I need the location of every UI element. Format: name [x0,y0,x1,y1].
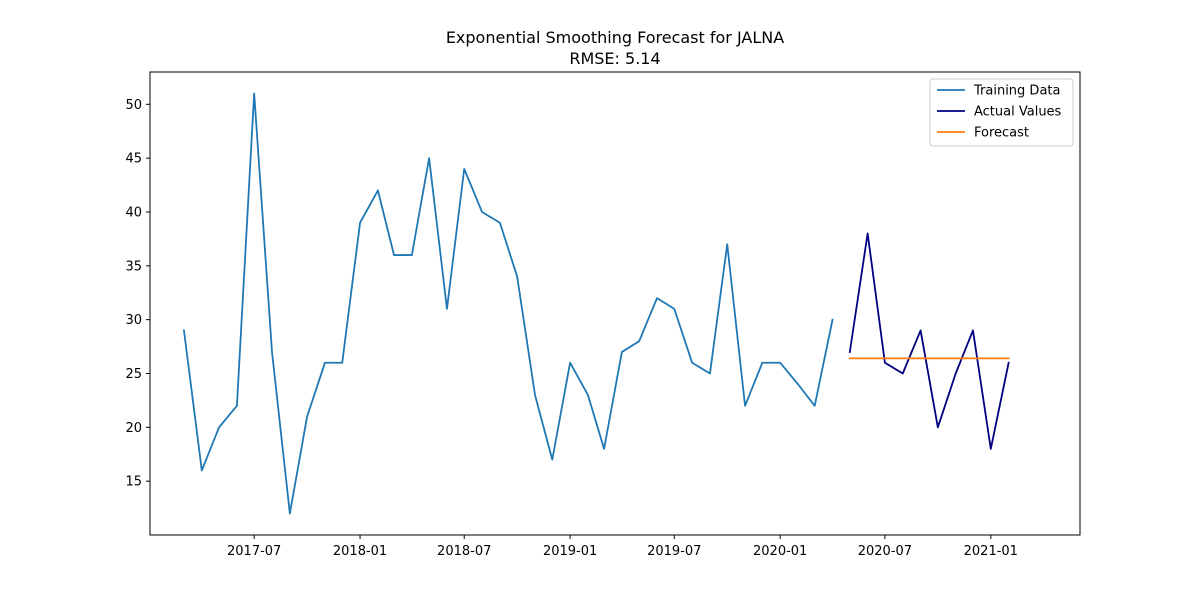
data-point-training-data [832,319,834,321]
data-point-training-data [218,426,220,428]
data-point-actual-values [902,373,904,375]
chart-title: Exponential Smoothing Forecast for JALNA [446,28,784,47]
series-line-actual-values [848,232,1010,450]
data-point-training-data [201,470,203,472]
data-point-forecast [955,358,957,360]
data-point-training-data [306,416,308,418]
y-tick-label: 30 [125,313,142,328]
y-tick-label: 50 [125,98,142,113]
data-point-training-data [341,362,343,364]
data-point-training-data [709,373,711,375]
data-point-training-data [569,362,571,364]
x-tick-label: 2018-07 [437,544,491,559]
data-point-actual-values [1008,362,1010,364]
data-point-training-data [253,93,255,95]
data-point-actual-values [937,426,939,428]
data-point-training-data [499,222,501,224]
data-point-training-data [236,405,238,407]
chart-subtitle: RMSE: 5.14 [569,49,660,68]
data-point-forecast [902,358,904,360]
legend-box [929,78,1074,147]
data-point-forecast [920,358,922,360]
data-point-actual-values [990,448,992,450]
data-point-training-data [673,308,675,310]
series-line-training-data [182,92,834,515]
data-point-forecast [884,358,886,360]
data-point-training-data [481,211,483,213]
x-tick-label: 2019-07 [647,544,701,559]
data-point-training-data [638,340,640,342]
data-point-training-data [428,157,430,159]
legend-label-actual-values: Actual Values [974,105,1062,120]
data-point-training-data [726,243,728,245]
x-tick-label: 2021-01 [964,544,1018,559]
legend-label-forecast: Forecast [974,126,1029,141]
y-tick-label: 35 [125,259,142,274]
data-point-forecast [937,358,939,360]
data-point-training-data [797,383,799,385]
x-tick-label: 2020-01 [753,544,807,559]
data-point-training-data [656,297,658,299]
x-tick-label: 2020-07 [858,544,912,559]
y-tick-label: 20 [125,421,142,436]
data-point-training-data [271,351,273,353]
data-point-actual-values [955,373,957,375]
legend-label-training-data: Training Data [973,84,1060,99]
y-tick-label: 40 [125,205,142,220]
y-axis: 15 20 25 30 35 40 45 50 [125,98,150,490]
data-point-actual-values [920,330,922,332]
data-point-forecast [972,358,974,360]
data-point-actual-values [884,362,886,364]
data-point-training-data [463,168,465,170]
data-point-actual-values [867,233,869,235]
data-point-training-data [621,351,623,353]
y-tick-label: 45 [125,152,142,167]
data-point-training-data [393,254,395,256]
plot-frame [149,71,1081,536]
legend: Training Data Actual Values Forecast [929,78,1074,147]
x-tick-label: 2017-07 [227,544,281,559]
data-point-training-data [691,362,693,364]
data-point-training-data [534,394,536,396]
data-point-training-data [551,459,553,461]
data-point-training-data [411,254,413,256]
data-point-training-data [814,405,816,407]
data-point-training-data [183,330,185,332]
x-axis: 2017-07 2018-01 2018-07 2019-01 2019-07 2020-… [227,535,1018,559]
data-point-training-data [587,394,589,396]
x-tick-label: 2018-01 [333,544,387,559]
data-point-training-data [324,362,326,364]
data-point-actual-values [972,330,974,332]
x-tick-label: 2019-01 [543,544,597,559]
data-point-training-data [603,448,605,450]
series-layer [182,92,1010,515]
data-point-training-data [289,513,291,515]
data-point-actual-values [849,351,851,353]
data-point-forecast [849,358,851,360]
data-point-training-data [359,222,361,224]
data-point-training-data [761,362,763,364]
y-tick-label: 25 [125,367,142,382]
data-point-training-data [779,362,781,364]
data-point-training-data [744,405,746,407]
data-point-training-data [377,190,379,192]
data-point-forecast [990,358,992,360]
y-tick-label: 15 [125,475,142,490]
data-point-forecast [1008,358,1010,360]
data-point-training-data [446,308,448,310]
data-point-training-data [516,276,518,278]
data-point-forecast [867,358,869,360]
